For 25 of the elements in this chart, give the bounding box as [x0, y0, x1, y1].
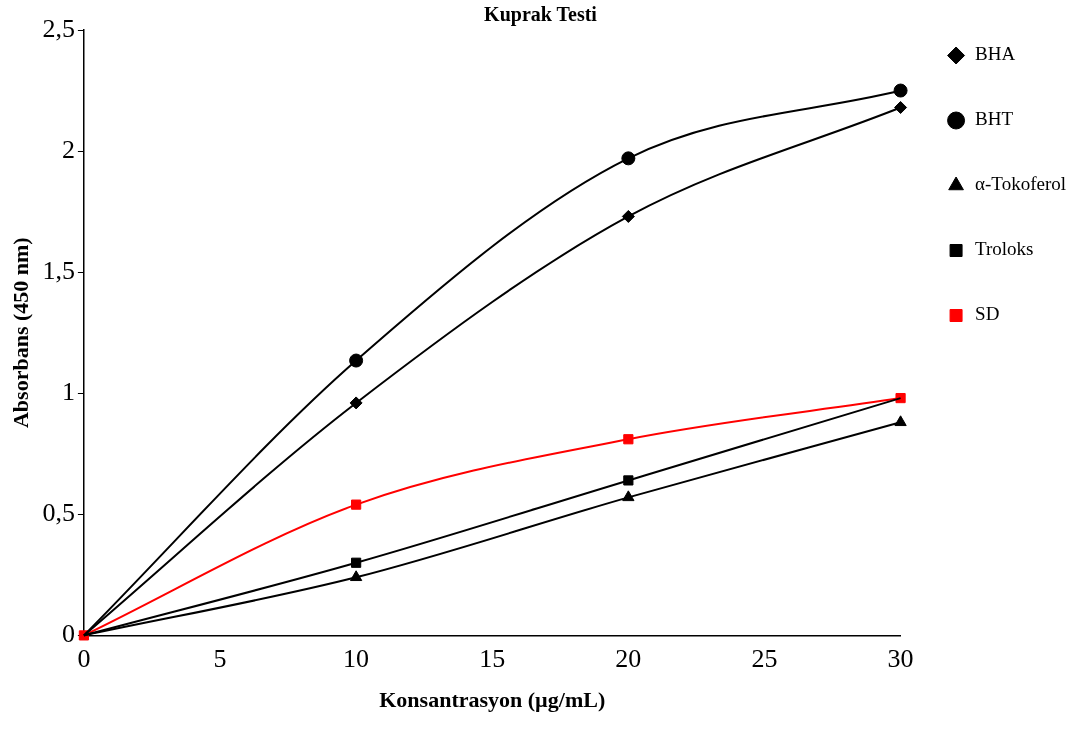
point	[623, 475, 634, 486]
legend-label: α-Tokoferol	[975, 173, 1067, 195]
x-tick-label: 20	[615, 643, 642, 673]
x-tick-label: 30	[887, 643, 914, 673]
legend-label: BHA	[975, 43, 1016, 65]
y-tick-label: 0	[61, 619, 75, 649]
legend-label: Troloks	[975, 238, 1034, 260]
y-tick-label: 0,5	[42, 498, 75, 528]
point	[895, 392, 906, 404]
y-axis-title: Absorbans (450 nm)	[7, 237, 33, 429]
y-tick-label: 2	[61, 134, 75, 164]
y-tick-label: 2,5	[42, 13, 75, 43]
y-tick-label: 1,5	[42, 255, 75, 285]
point	[893, 83, 908, 98]
x-tick-label: 25	[751, 643, 778, 673]
legend-label: BHT	[975, 108, 1014, 130]
legend-label: SD	[975, 303, 1000, 325]
x-axis-title: Konsantrasyon (µg/mL)	[379, 687, 606, 713]
y-tick-label: 1	[61, 377, 75, 407]
x-tick-label: 10	[343, 643, 370, 673]
chart-title: Kuprak Testi	[484, 3, 598, 27]
x-tick-label: 5	[213, 643, 227, 673]
x-tick-label: 15	[479, 643, 506, 673]
point	[894, 100, 908, 114]
point	[894, 415, 907, 427]
